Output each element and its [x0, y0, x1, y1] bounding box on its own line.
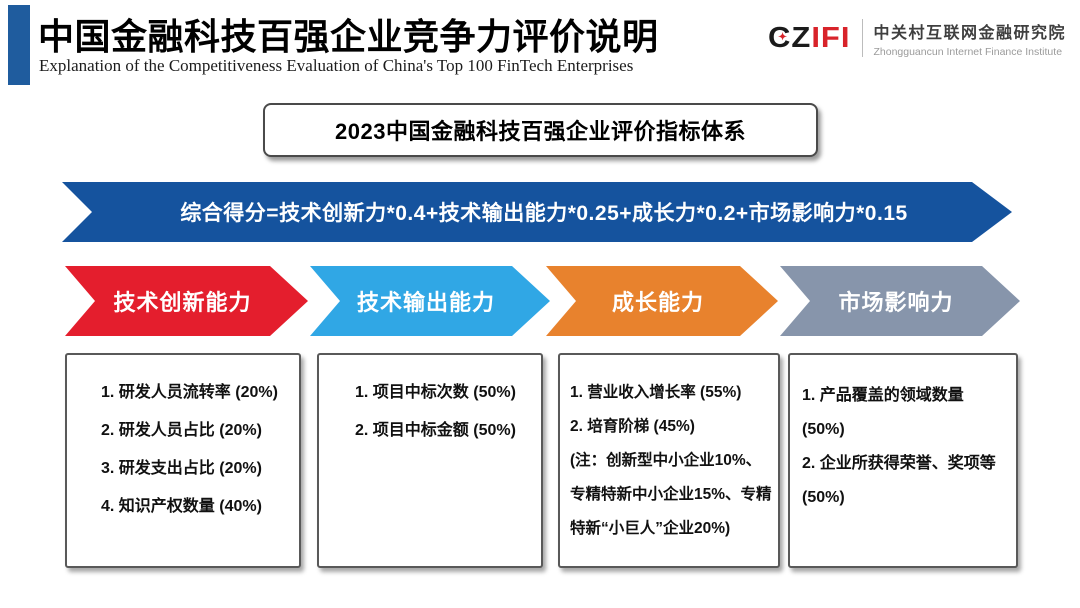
indicator-item: 2. 企业所获得荣誉、奖项等 (50%)	[802, 455, 996, 506]
logo-org-name-cn: 中关村互联网金融研究院	[873, 24, 1066, 42]
dimension-arrow-market-influence: 市场影响力	[780, 266, 1020, 336]
indicator-item: 1. 产品覆盖的领域数量 (50%)	[802, 387, 964, 438]
title-accent-bar	[8, 5, 30, 85]
logo-text: 中关村互联网金融研究院 Zhongguancun Internet Financ…	[873, 19, 1066, 58]
indicator-item-note: (注：创新型中小企业10%、专精特新中小企业15%、专精特新“小巨人”企业20%…	[570, 452, 772, 537]
logo-mark-black: CZ	[767, 21, 812, 54]
indicator-item: 3. 研发支出占比 (20%)	[101, 460, 262, 477]
indicator-item: 4. 知识产权数量 (40%)	[101, 498, 262, 515]
indicator-item: 1. 研发人员流转率 (20%)	[101, 384, 278, 401]
page-subtitle: Explanation of the Competitiveness Evalu…	[39, 56, 634, 75]
indicator-item: 2. 培育阶梯 (45%)	[570, 418, 695, 435]
dimension-arrow-label: 成长能力	[611, 290, 704, 315]
system-title-text: 2023中国金融科技百强企业评价指标体系	[335, 119, 746, 144]
czifi-logo: CZIFI ✦ 中关村互联网金融研究院 Zhongguancun Interne…	[768, 16, 1066, 60]
dimension-arrow-label: 技术创新能力	[113, 290, 252, 315]
indicator-box-market-influence: 1. 产品覆盖的领域数量 (50%) 2. 企业所获得荣誉、奖项等 (50%)	[788, 353, 1018, 568]
indicator-box-tech-innovation: 1. 研发人员流转率 (20%) 2. 研发人员占比 (20%) 3. 研发支出…	[65, 353, 301, 568]
dimension-arrow-tech-output: 技术输出能力	[310, 266, 550, 336]
formula-text: 综合得分=技术创新力*0.4+技术输出能力*0.25+成长力*0.2+市场影响力…	[180, 202, 908, 225]
system-title-box: 2023中国金融科技百强企业评价指标体系	[263, 103, 818, 157]
logo-mark-red: IFI	[811, 21, 851, 54]
logo-divider	[862, 19, 864, 57]
formula-banner: 综合得分=技术创新力*0.4+技术输出能力*0.25+成长力*0.2+市场影响力…	[62, 182, 1012, 242]
compass-icon: ✦	[777, 31, 789, 43]
indicator-item: 1. 项目中标次数 (50%)	[355, 384, 516, 401]
dimension-arrow-label: 市场影响力	[838, 290, 954, 315]
indicator-item: 2. 研发人员占比 (20%)	[101, 422, 262, 439]
indicator-box-tech-output: 1. 项目中标次数 (50%) 2. 项目中标金额 (50%)	[317, 353, 543, 568]
indicator-box-growth: 1. 营业收入增长率 (55%) 2. 培育阶梯 (45%) (注：创新型中小企…	[558, 353, 780, 568]
dimension-arrow-label: 技术输出能力	[356, 290, 495, 315]
czifi-logo-mark: CZIFI ✦	[768, 18, 851, 58]
page-title: 中国金融科技百强企业竞争力评价说明	[38, 16, 659, 57]
indicator-item: 1. 营业收入增长率 (55%)	[570, 384, 742, 401]
indicator-item: 2. 项目中标金额 (50%)	[355, 422, 516, 439]
dimension-arrow-tech-innovation: 技术创新能力	[65, 266, 308, 336]
logo-org-name-en: Zhongguancun Internet Finance Institute	[873, 45, 1063, 58]
dimension-arrow-growth: 成长能力	[546, 266, 778, 336]
